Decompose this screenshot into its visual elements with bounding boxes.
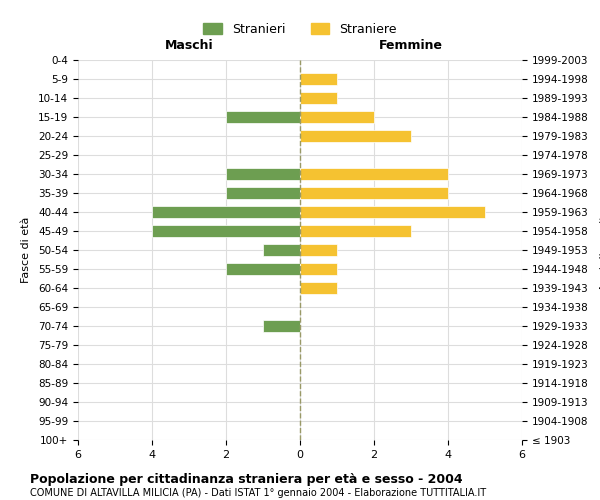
Bar [226,112,300,122]
Bar [226,188,300,198]
Bar [152,206,300,218]
Bar [300,188,448,198]
Bar [226,264,300,274]
Bar [300,206,485,218]
Text: COMUNE DI ALTAVILLA MILICIA (PA) - Dati ISTAT 1° gennaio 2004 - Elaborazione TUT: COMUNE DI ALTAVILLA MILICIA (PA) - Dati … [30,488,486,498]
Bar [300,282,337,294]
Bar [300,130,411,141]
Bar [263,320,300,332]
Bar [300,74,337,85]
Bar [263,244,300,256]
Bar [152,226,300,236]
Y-axis label: Fasce di età: Fasce di età [21,217,31,283]
Legend: Stranieri, Straniere: Stranieri, Straniere [197,17,403,42]
Bar [226,168,300,179]
Bar [300,168,448,179]
Bar [300,244,337,256]
Bar [300,92,337,104]
Text: Maschi: Maschi [164,40,214,52]
Bar [300,226,411,236]
Text: Popolazione per cittadinanza straniera per età e sesso - 2004: Popolazione per cittadinanza straniera p… [30,472,463,486]
Bar [300,264,337,274]
Text: Femmine: Femmine [379,40,443,52]
Bar [300,112,374,122]
